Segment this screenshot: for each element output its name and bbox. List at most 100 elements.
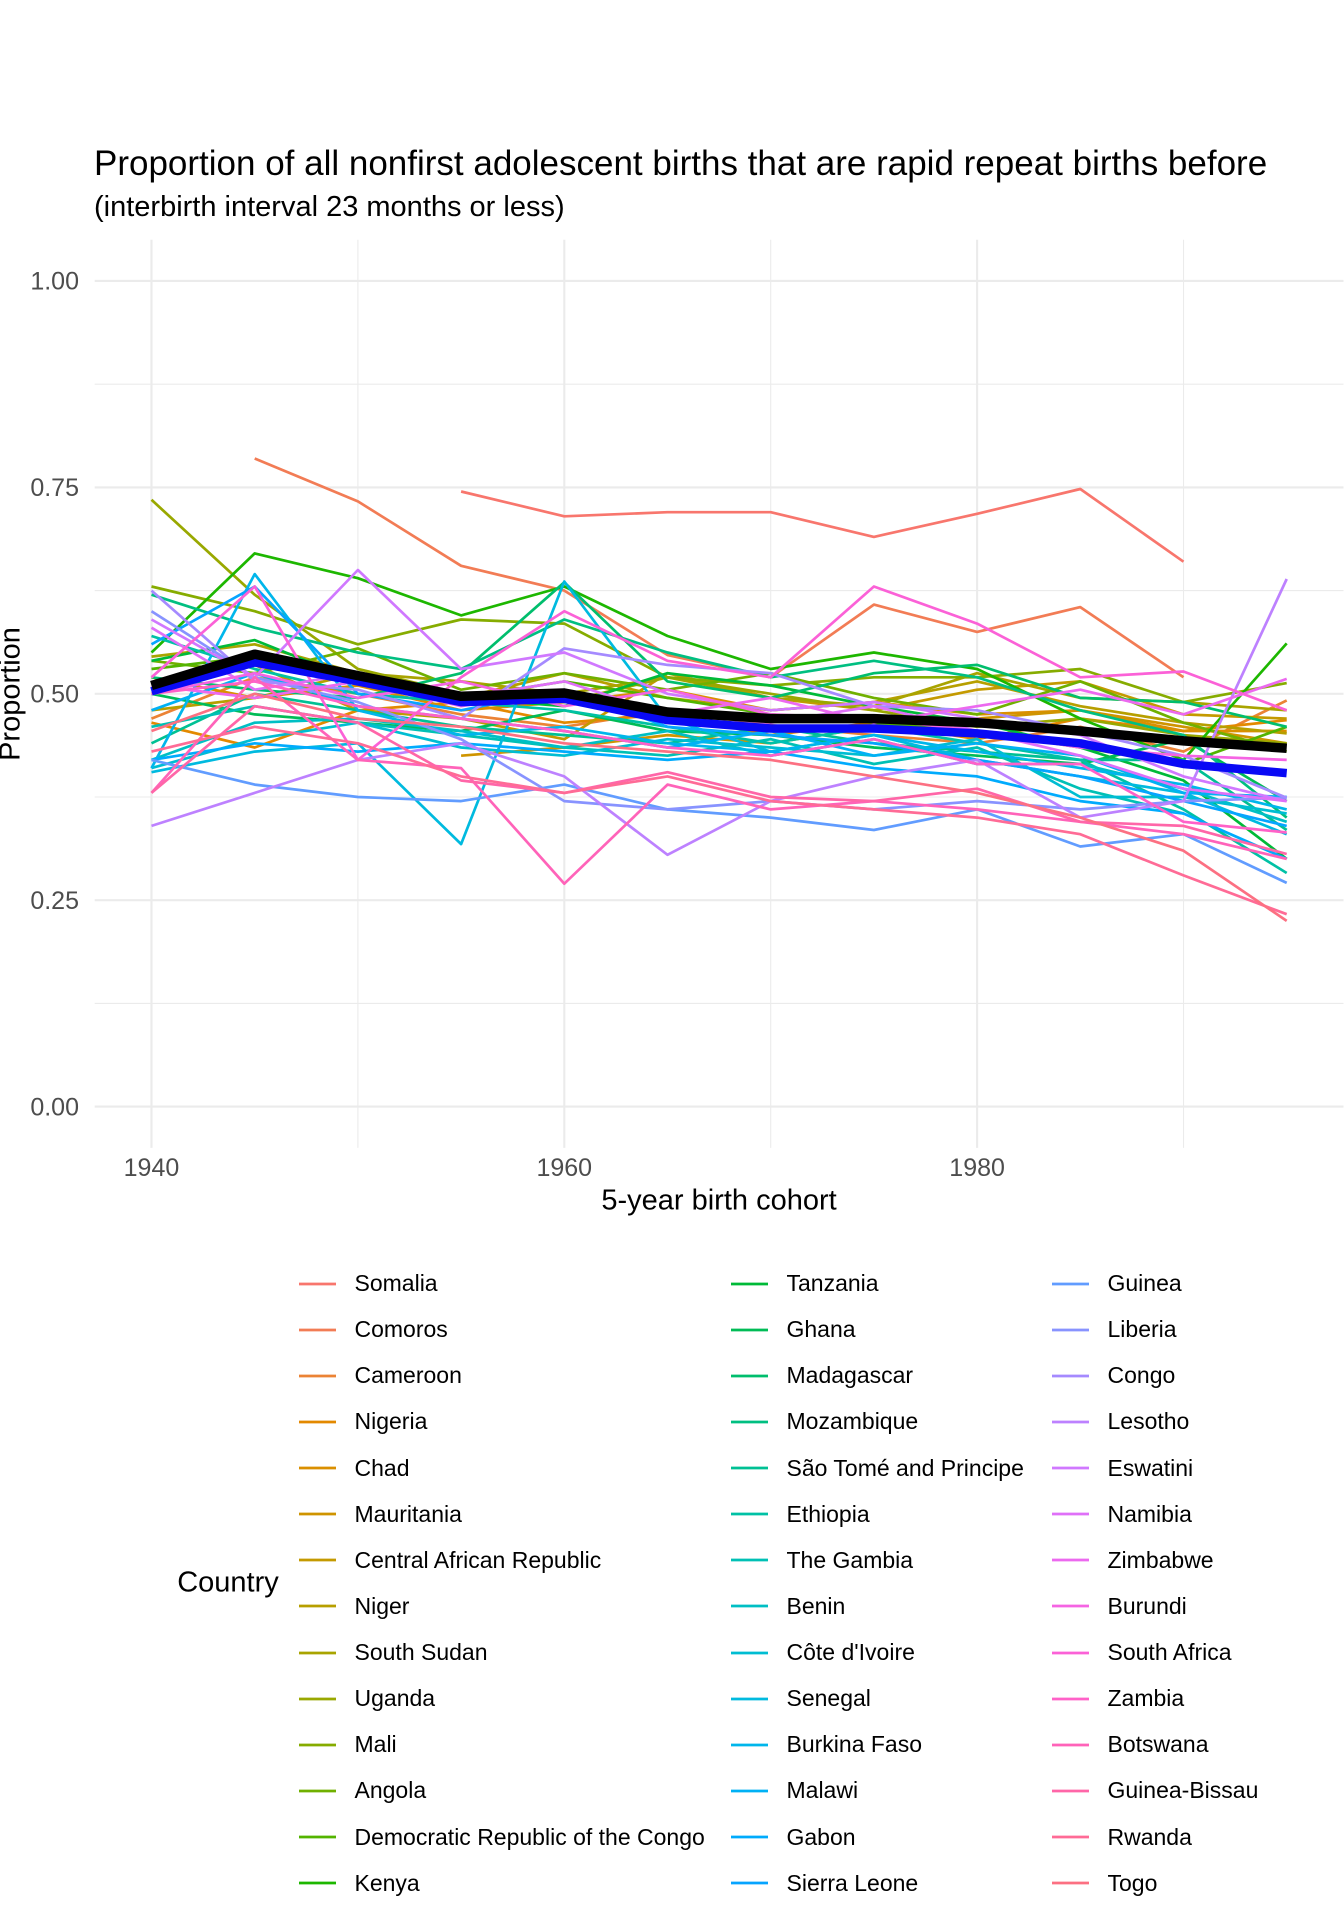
series-line-zambia [151, 680, 1287, 834]
legend-column: Tanzania Ghana Madagascar Mozambique São Tom… [730, 1261, 1024, 1907]
legend-key-line-icon [1051, 1466, 1089, 1470]
legend-label: Tanzania [786, 1270, 879, 1297]
legend-key-line-icon [298, 1881, 336, 1885]
y-tick-label: 0.50 [30, 681, 79, 709]
legend-key-line-icon [298, 1466, 336, 1470]
legend-label: Niger [354, 1592, 410, 1619]
legend-label: Mozambique [786, 1408, 919, 1435]
legend-item-mauritania: Mauritania [298, 1491, 705, 1537]
legend-item-south-africa: South Africa [1051, 1630, 1259, 1676]
legend-key-line-icon [1051, 1282, 1089, 1286]
legend-key-line-icon [298, 1651, 336, 1655]
series-line-lesotho [151, 578, 1288, 857]
legend-label: Zambia [1107, 1685, 1185, 1712]
legend-item-central-african-republic: Central African Republic [298, 1537, 705, 1583]
legend-label: Ethiopia [786, 1500, 870, 1527]
legend-key-line-icon [298, 1328, 336, 1332]
x-tick-label: 1960 [536, 1154, 592, 1182]
legend-key-line-icon [1051, 1512, 1089, 1516]
legend-key-line-icon [1051, 1420, 1089, 1424]
legend-label: Rwanda [1107, 1823, 1192, 1850]
legend-item-uganda: Uganda [298, 1676, 705, 1722]
legend-item-ghana: Ghana [730, 1307, 1024, 1353]
legend-key-line-icon [730, 1282, 768, 1286]
legend-key-line-icon [1051, 1881, 1089, 1885]
series-line-uganda [150, 498, 1287, 745]
series-line-somalia [460, 487, 1185, 563]
series-line-angola [151, 647, 1288, 753]
legend-label: Kenya [354, 1869, 420, 1896]
legend-label: Burkina Faso [786, 1731, 923, 1758]
legend-item-zambia: Zambia [1051, 1676, 1259, 1722]
legend-item-congo: Congo [1051, 1353, 1259, 1399]
series-line-togo [151, 692, 1288, 923]
legend-key-line-icon [298, 1789, 336, 1793]
legend-label: Guinea-Bissau [1107, 1777, 1259, 1804]
legend-key-line-icon [1051, 1328, 1089, 1332]
y-tick-label: 0.00 [30, 1093, 79, 1121]
legend-label: Botswana [1107, 1731, 1209, 1758]
legend-key-line-icon [730, 1558, 768, 1562]
legend-key-line-icon [1051, 1651, 1089, 1655]
summary-line-overall-mean [150, 649, 1288, 754]
legend-item-niger: Niger [298, 1583, 705, 1629]
series-line-rwanda [151, 725, 1288, 916]
legend-item-c-te-d-ivoire: Côte d'Ivoire [730, 1630, 1024, 1676]
legend-item-togo: Togo [1051, 1860, 1259, 1906]
legend-item-botswana: Botswana [1051, 1722, 1259, 1768]
legend-label: Malawi [786, 1777, 859, 1804]
legend-item-nigeria: Nigeria [298, 1399, 705, 1445]
legend-key-line-icon [298, 1604, 336, 1608]
legend-key-line-icon [730, 1789, 768, 1793]
legend-label: Namibia [1107, 1500, 1192, 1527]
series-line-guinea [151, 758, 1288, 885]
legend-label: Madagascar [786, 1362, 914, 1389]
legend-item-cameroon: Cameroon [298, 1353, 705, 1399]
legend-label: Sierra Leone [786, 1869, 919, 1896]
legend-item-namibia: Namibia [1051, 1491, 1259, 1537]
legend-item-liberia: Liberia [1051, 1307, 1259, 1353]
legend-item-burkina-faso: Burkina Faso [730, 1722, 1024, 1768]
y-tick-label: 1.00 [30, 268, 79, 296]
legend-item-the-gambia: The Gambia [730, 1537, 1024, 1583]
legend-label: Somalia [354, 1270, 438, 1297]
legend-key-line-icon [298, 1835, 336, 1839]
summary-line-pooled-mean [150, 658, 1288, 778]
legend-key-line-icon [730, 1328, 768, 1332]
legend-item-mozambique: Mozambique [730, 1399, 1024, 1445]
legend-key-line-icon [1051, 1558, 1089, 1562]
legend-label: São Tomé and Principe [786, 1454, 1024, 1481]
legend-label: Congo [1107, 1362, 1176, 1389]
legend-label: Eswatini [1107, 1454, 1194, 1481]
legend-item-tanzania: Tanzania [730, 1261, 1024, 1307]
legend-title: Country [177, 1566, 279, 1599]
x-tick-label: 1940 [124, 1154, 180, 1182]
legend-key-line-icon [298, 1374, 336, 1378]
legend-label: Lesotho [1107, 1408, 1190, 1435]
x-axis-title: 5-year birth cohort [601, 1184, 837, 1217]
legend-item-zimbabwe: Zimbabwe [1051, 1537, 1259, 1583]
legend-key-line-icon [730, 1835, 768, 1839]
legend-key-line-icon [1051, 1743, 1089, 1747]
legend-key-line-icon [1051, 1604, 1089, 1608]
legend-label: Ghana [786, 1316, 856, 1343]
series-line-botswana [150, 675, 1288, 886]
legend-key-line-icon [298, 1558, 336, 1562]
series-line-c-te-d-ivoire [151, 721, 1287, 815]
series-line-zimbabwe [151, 677, 1288, 725]
series-line-mozambique [151, 593, 1288, 819]
legend-label: Cameroon [354, 1362, 462, 1389]
legend-item-benin: Benin [730, 1583, 1024, 1629]
legend-item-madagascar: Madagascar [730, 1353, 1024, 1399]
legend-item-burundi: Burundi [1051, 1583, 1259, 1629]
legend-label: Togo [1107, 1869, 1158, 1896]
legend-label: Comoros [354, 1316, 448, 1343]
legend-label: Mali [354, 1731, 397, 1758]
legend-key-line-icon [1051, 1835, 1089, 1839]
legend-label: Burundi [1107, 1592, 1187, 1619]
legend-key-line-icon [730, 1697, 768, 1701]
chart-title: Proportion of all nonfirst adolescent bi… [94, 144, 1268, 183]
legend-key-line-icon [298, 1420, 336, 1424]
legend-key-line-icon [1051, 1697, 1089, 1701]
legend-key-line-icon [730, 1743, 768, 1747]
